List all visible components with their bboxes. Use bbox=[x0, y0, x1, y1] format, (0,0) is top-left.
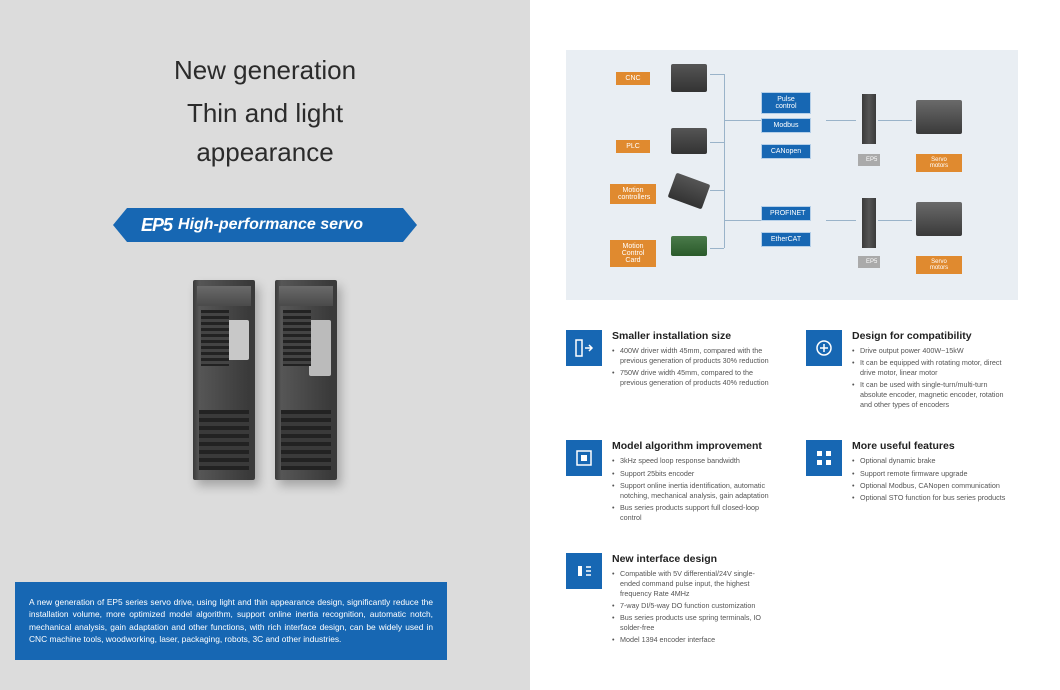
device-motion-ctrl-img bbox=[668, 173, 711, 210]
feature-bullet: Bus series products use spring terminals… bbox=[612, 613, 772, 633]
features-grid: Smaller installation size 400W driver wi… bbox=[566, 330, 1046, 647]
feature-smaller-size: Smaller installation size 400W driver wi… bbox=[566, 330, 806, 412]
headline-2: Thin and light bbox=[0, 98, 530, 129]
tag-modbus: Modbus bbox=[761, 118, 811, 133]
feature-title: More useful features bbox=[852, 440, 1005, 452]
tag-ethercat: EtherCAT bbox=[761, 232, 811, 247]
feature-bullet: Model 1394 encoder interface bbox=[612, 635, 772, 645]
ep5-mini-2 bbox=[862, 198, 876, 248]
device-motion-card-img bbox=[671, 236, 707, 256]
feature-bullet: Compatible with 5V differential/24V sing… bbox=[612, 569, 772, 599]
feature-bullet: Support 25bits encoder bbox=[612, 469, 772, 479]
banner-logo: EP5 bbox=[141, 215, 172, 236]
tag-cnc: CNC bbox=[616, 72, 650, 85]
feature-algorithm: Model algorithm improvement 3kHz speed l… bbox=[566, 440, 806, 524]
tag-motion-card: Motion Control Card bbox=[610, 240, 656, 267]
feature-bullet: It can be equipped with rotating motor, … bbox=[852, 358, 1012, 378]
algorithm-icon bbox=[566, 440, 602, 476]
drive-image-2 bbox=[275, 280, 337, 480]
feature-bullet: Bus series products support full closed-… bbox=[612, 503, 772, 523]
feature-title: Model algorithm improvement bbox=[612, 440, 772, 452]
tag-plc: PLC bbox=[616, 140, 650, 153]
feature-bullet: 750W drive width 45mm, compared to the p… bbox=[612, 368, 772, 388]
feature-title: New interface design bbox=[612, 553, 772, 565]
feature-bullet: Optional STO function for bus series pro… bbox=[852, 493, 1005, 503]
left-page: New generation Thin and light appearance… bbox=[0, 0, 530, 690]
interface-icon bbox=[566, 553, 602, 589]
tag-profinet: PROFINET bbox=[761, 206, 811, 221]
size-icon bbox=[566, 330, 602, 366]
headline-3: appearance bbox=[0, 137, 530, 168]
banner-text: High-performance servo bbox=[178, 216, 363, 234]
system-diagram: CNC PLC Motion controllers Motion Contro… bbox=[566, 50, 1018, 300]
feature-bullet: Optional dynamic brake bbox=[852, 456, 1005, 466]
feature-bullet: Optional Modbus, CANopen communication bbox=[852, 481, 1005, 491]
device-plc-img bbox=[671, 128, 707, 154]
ep5-mini-1 bbox=[862, 94, 876, 144]
feature-bullet: 7-way DI/5-way DO function customization bbox=[612, 601, 772, 611]
motor-1 bbox=[916, 100, 962, 134]
feature-title: Design for compatibility bbox=[852, 330, 1012, 342]
label-servo-1: Servo motors bbox=[916, 154, 962, 172]
product-images bbox=[0, 280, 530, 480]
feature-bullet: 3kHz speed loop response bandwidth bbox=[612, 456, 772, 466]
feature-compatibility: Design for compatibility Drive output po… bbox=[806, 330, 1046, 412]
right-page: CNC PLC Motion controllers Motion Contro… bbox=[530, 0, 1060, 690]
tag-pulse: Pulse control bbox=[761, 92, 811, 114]
feature-bullet: Support online inertia identification, a… bbox=[612, 481, 772, 501]
feature-more: More useful features Optional dynamic br… bbox=[806, 440, 1046, 524]
feature-bullet: 400W driver width 45mm, compared with th… bbox=[612, 346, 772, 366]
label-ep5-1: EP5 bbox=[858, 154, 880, 166]
feature-bullet: Support remote firmware upgrade bbox=[852, 469, 1005, 479]
label-ep5-2: EP5 bbox=[858, 256, 880, 268]
description-box: A new generation of EP5 series servo dri… bbox=[15, 582, 447, 660]
tag-canopen: CANopen bbox=[761, 144, 811, 159]
product-banner: EP5 High-performance servo bbox=[127, 208, 403, 242]
tag-motion-controllers: Motion controllers bbox=[610, 184, 656, 204]
headline-1: New generation bbox=[0, 55, 530, 86]
feature-bullet: It can be used with single-turn/multi-tu… bbox=[852, 380, 1012, 410]
feature-bullet: Drive output power 400W~15kW bbox=[852, 346, 1012, 356]
feature-interface: New interface design Compatible with 5V … bbox=[566, 553, 806, 648]
drive-image-1 bbox=[193, 280, 255, 480]
motor-2 bbox=[916, 202, 962, 236]
features-icon bbox=[806, 440, 842, 476]
label-servo-2: Servo motors bbox=[916, 256, 962, 274]
feature-title: Smaller installation size bbox=[612, 330, 772, 342]
wire-vertical bbox=[724, 74, 725, 248]
compatibility-icon bbox=[806, 330, 842, 366]
device-cnc-img bbox=[671, 64, 707, 92]
